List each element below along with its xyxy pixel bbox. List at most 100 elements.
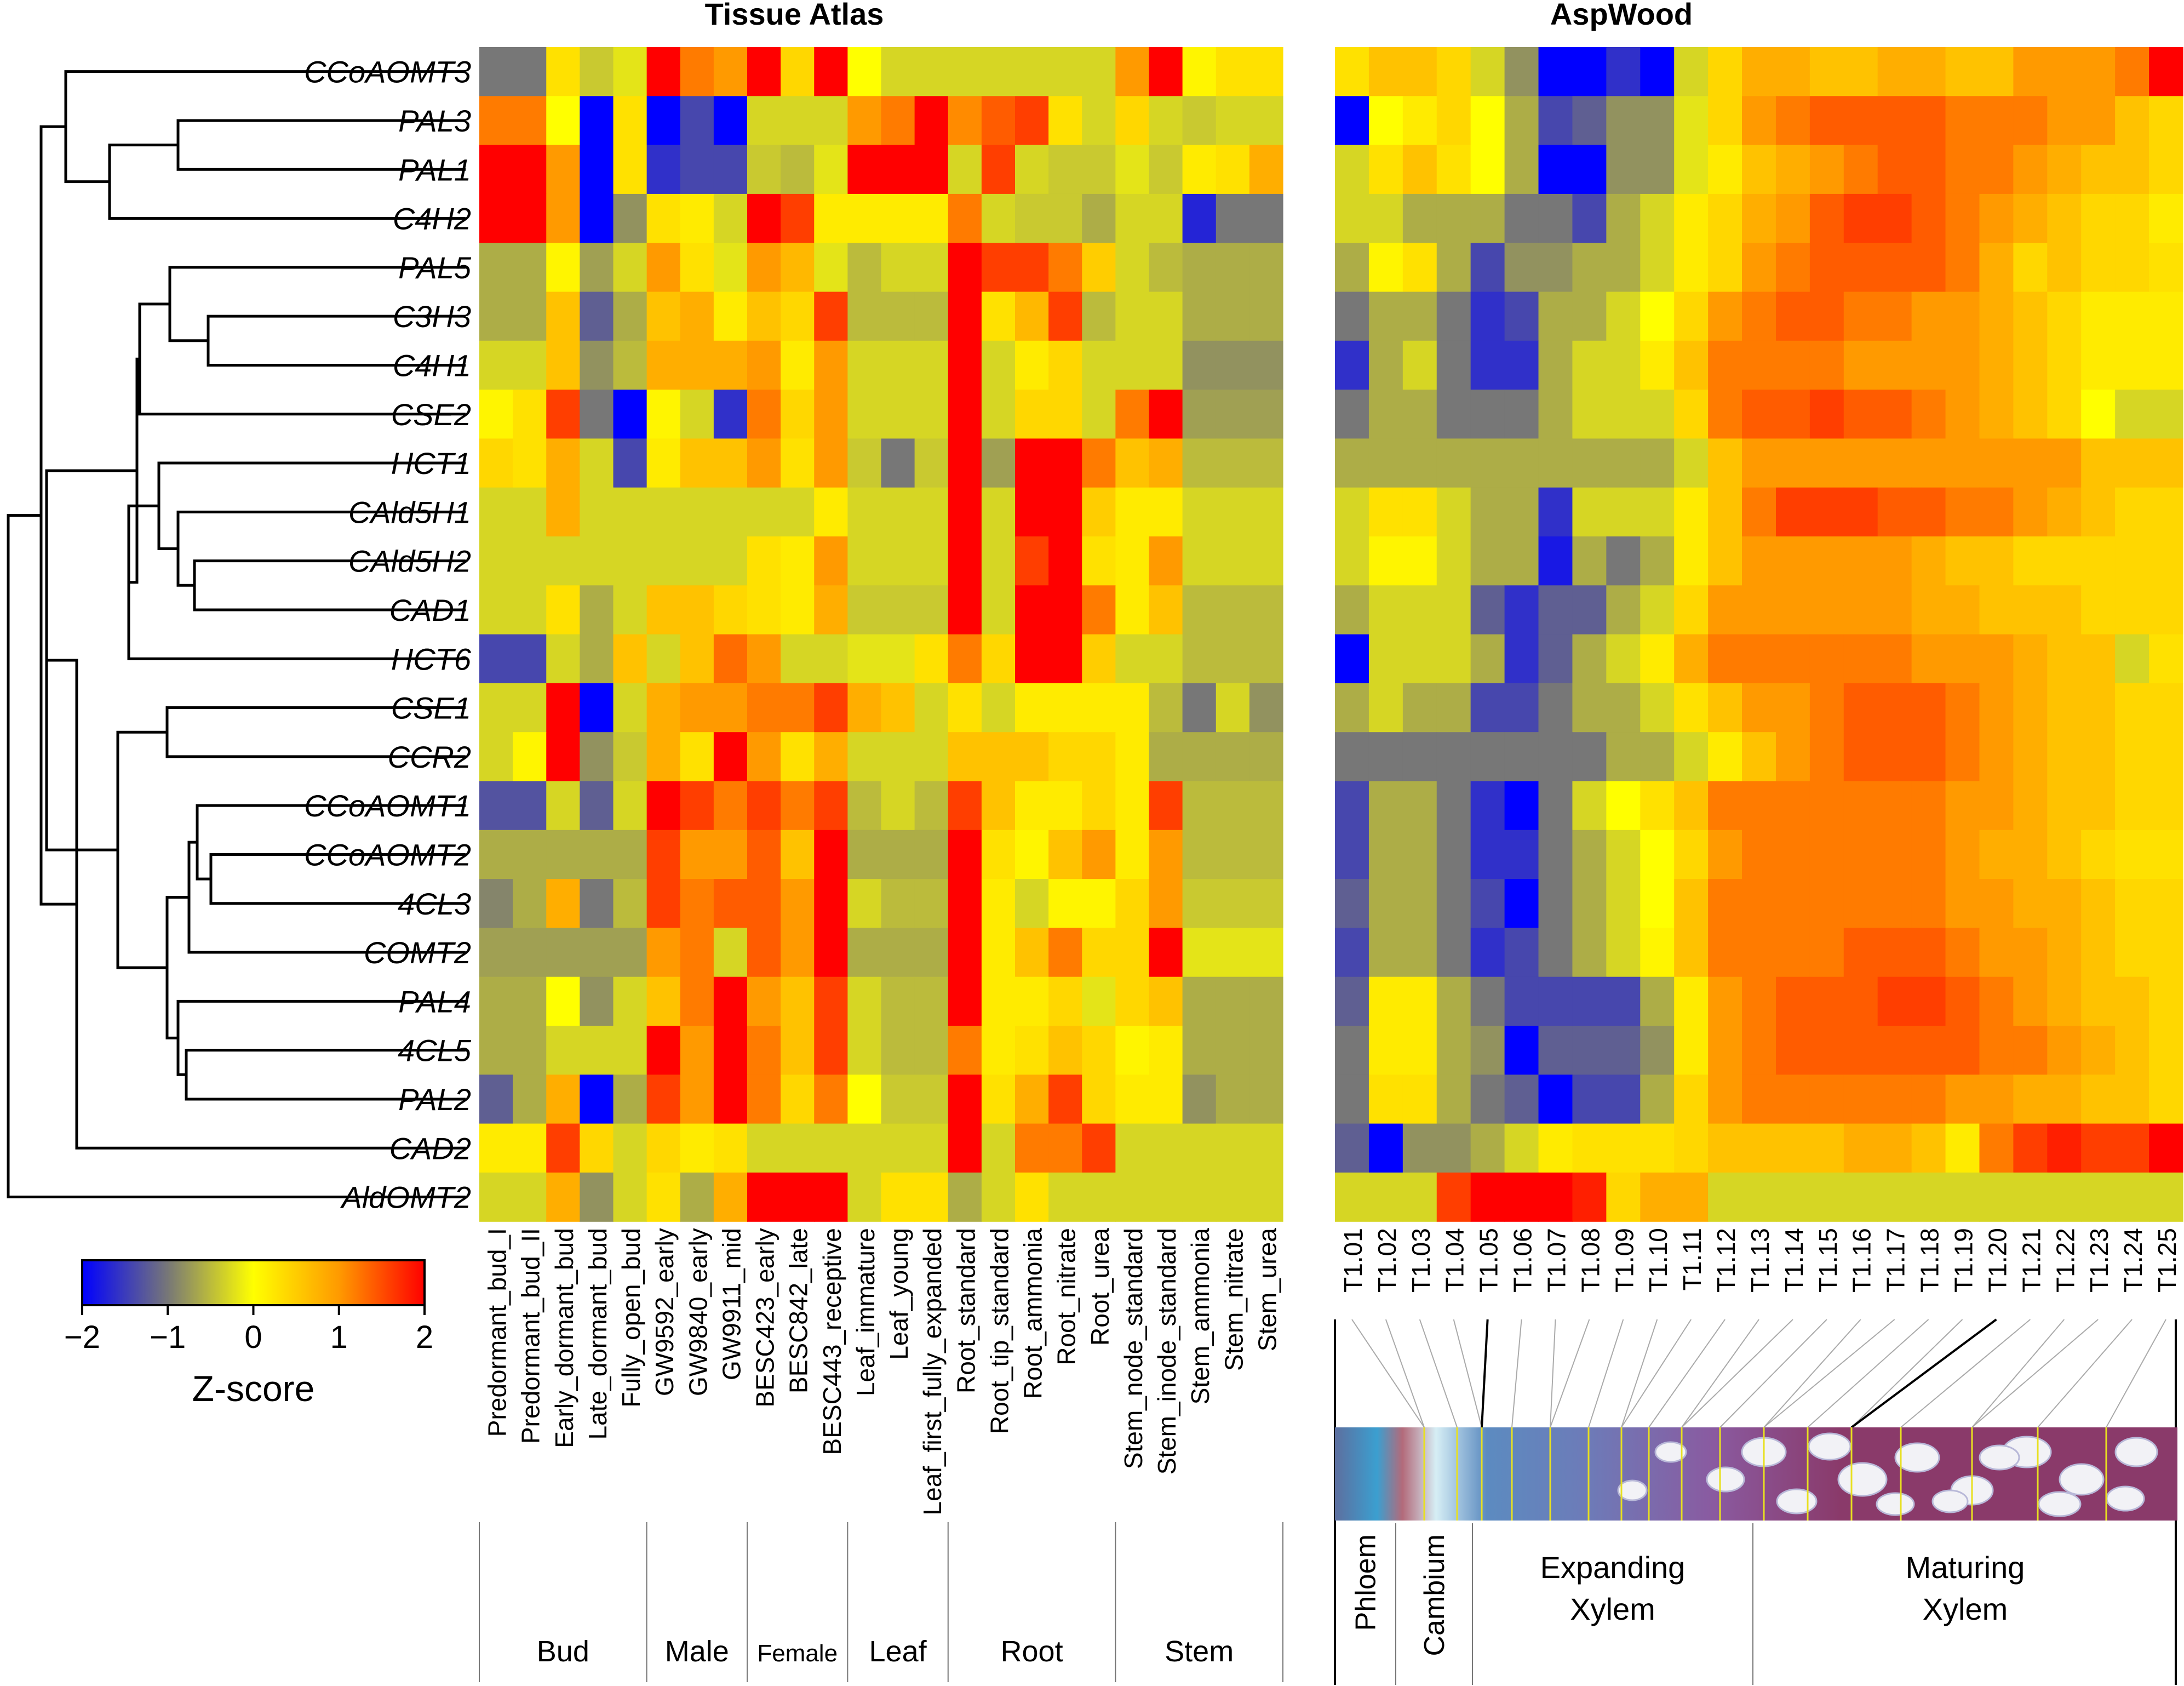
atlas-cell bbox=[1149, 683, 1183, 733]
aspwood-cell bbox=[2081, 487, 2116, 537]
atlas-cell bbox=[1015, 683, 1049, 733]
aspwood-cell bbox=[1368, 1075, 1403, 1124]
aspwood-cell bbox=[1843, 781, 1878, 831]
atlas-cell bbox=[1216, 928, 1250, 978]
atlas-cell bbox=[814, 634, 848, 684]
aspwood-cell bbox=[1504, 193, 1539, 243]
aspwood-cell bbox=[1504, 1172, 1539, 1222]
aspwood-cell bbox=[1640, 585, 1675, 635]
atlas-cell bbox=[513, 928, 547, 978]
atlas-cell bbox=[1015, 536, 1049, 586]
xylem-vessel bbox=[1876, 1492, 1915, 1516]
atlas-cell bbox=[680, 585, 714, 635]
atlas-cell bbox=[479, 292, 513, 341]
sample-connector bbox=[1681, 1319, 1793, 1428]
atlas-cell bbox=[747, 47, 781, 96]
aspwood-cell bbox=[2115, 976, 2149, 1026]
atlas-cell bbox=[881, 585, 915, 635]
aspwood-cell bbox=[2149, 976, 2183, 1026]
zone-label-line: Xylem bbox=[1923, 1592, 2008, 1626]
aspwood-cell bbox=[1606, 928, 1641, 978]
atlas-sample-label: GW9592_early bbox=[650, 1228, 679, 1396]
atlas-cell bbox=[847, 292, 882, 341]
gene-label: CAld5H2 bbox=[348, 544, 471, 579]
atlas-cell bbox=[1048, 340, 1082, 390]
atlas-cell bbox=[1015, 585, 1049, 635]
atlas-cell bbox=[914, 145, 949, 195]
atlas-cell bbox=[546, 47, 580, 96]
aspwood-cell bbox=[1402, 487, 1437, 537]
aspwood-cell bbox=[1504, 47, 1539, 96]
atlas-cell bbox=[479, 96, 513, 146]
aspwood-cell bbox=[2149, 145, 2183, 195]
atlas-cell bbox=[1249, 487, 1283, 537]
aspwood-cell bbox=[1911, 830, 1946, 879]
atlas-cell bbox=[1048, 96, 1082, 146]
atlas-cell bbox=[680, 243, 714, 293]
atlas-cell bbox=[781, 1123, 815, 1173]
aspwood-cell bbox=[1538, 928, 1573, 978]
aspwood-cell bbox=[1979, 340, 2014, 390]
aspwood-cell bbox=[1708, 634, 1742, 684]
aspwood-cell bbox=[2149, 1172, 2183, 1222]
aspwood-cell bbox=[1335, 145, 1369, 195]
aspwood-cell bbox=[1504, 292, 1539, 341]
atlas-cell bbox=[948, 47, 982, 96]
aspwood-cell bbox=[1436, 1026, 1471, 1075]
atlas-cell bbox=[881, 1123, 915, 1173]
aspwood-cell bbox=[2047, 390, 2082, 439]
aspwood-cell bbox=[1945, 292, 1980, 341]
aspwood-cell bbox=[2149, 438, 2183, 488]
aspwood-cell bbox=[1470, 536, 1505, 586]
aspwood-cell bbox=[1538, 193, 1573, 243]
atlas-cell bbox=[713, 1026, 748, 1075]
atlas-cell bbox=[1249, 879, 1283, 928]
aspwood-cell bbox=[1436, 340, 1471, 390]
aspwood-cell bbox=[1674, 585, 1709, 635]
aspwood-cell bbox=[1843, 1123, 1878, 1173]
atlas-cell bbox=[981, 732, 1016, 782]
atlas-cell bbox=[1149, 879, 1183, 928]
aspwood-cell bbox=[1368, 1026, 1403, 1075]
atlas-cell bbox=[781, 487, 815, 537]
aspwood-cell bbox=[1572, 1172, 1607, 1222]
atlas-cell bbox=[948, 340, 982, 390]
atlas-sample-label: GW9840_early bbox=[684, 1228, 712, 1396]
aspwood-cell bbox=[2081, 732, 2116, 782]
atlas-cell bbox=[981, 145, 1016, 195]
aspwood-sample-label: T1.24 bbox=[2119, 1228, 2147, 1293]
aspwood-cell bbox=[1470, 96, 1505, 146]
aspwood-cell bbox=[2115, 390, 2149, 439]
aspwood-cell bbox=[1945, 732, 1980, 782]
sample-connector bbox=[1851, 1319, 1963, 1428]
atlas-cell bbox=[1048, 1123, 1082, 1173]
atlas-cell bbox=[1149, 1075, 1183, 1124]
aspwood-cell bbox=[1504, 390, 1539, 439]
atlas-cell bbox=[1182, 438, 1217, 488]
aspwood-cell bbox=[1742, 976, 1776, 1026]
aspwood-cell bbox=[1606, 976, 1641, 1026]
atlas-cell bbox=[981, 1075, 1016, 1124]
atlas-cell bbox=[781, 96, 815, 146]
aspwood-cell bbox=[1606, 732, 1641, 782]
aspwood-cell bbox=[1436, 487, 1471, 537]
atlas-cell bbox=[1249, 683, 1283, 733]
atlas-cell bbox=[1182, 585, 1217, 635]
aspwood-cell bbox=[1775, 438, 1810, 488]
group-label: Male bbox=[665, 1635, 729, 1668]
aspwood-cell bbox=[1979, 928, 2014, 978]
atlas-cell bbox=[781, 1026, 815, 1075]
atlas-cell bbox=[1115, 732, 1150, 782]
aspwood-cell bbox=[1708, 96, 1742, 146]
atlas-cell bbox=[1015, 340, 1049, 390]
aspwood-cell bbox=[1911, 1075, 1946, 1124]
aspwood-cell bbox=[1504, 781, 1539, 831]
aspwood-cell bbox=[1742, 1172, 1776, 1222]
atlas-cell bbox=[1216, 390, 1250, 439]
atlas-cell bbox=[479, 1075, 513, 1124]
aspwood-cell bbox=[1877, 96, 1912, 146]
aspwood-cell bbox=[1708, 487, 1742, 537]
aspwood-cell bbox=[1775, 1123, 1810, 1173]
aspwood-cell bbox=[1572, 830, 1607, 879]
atlas-cell bbox=[1216, 1123, 1250, 1173]
